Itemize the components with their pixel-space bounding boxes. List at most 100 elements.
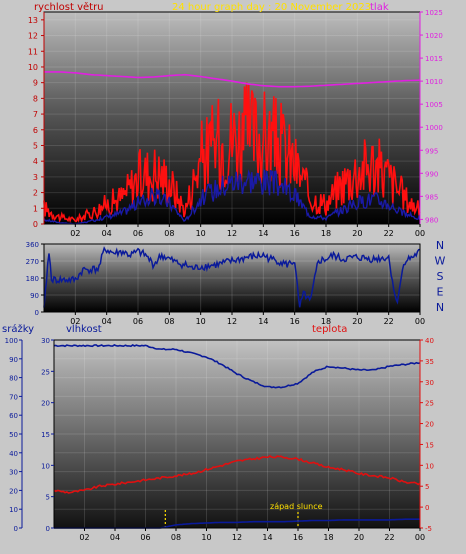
x-tick-label: 00 (415, 229, 425, 238)
y-tick-label: 1020 (425, 32, 443, 40)
y-tick-label: 60 (9, 412, 18, 420)
y-tick-label: 0 (33, 220, 38, 229)
direction-panel-axes: 0 90 180 270 360 02 04 06 08 10 12 14 16 18 20 22 00 (26, 241, 425, 326)
y-tick-label: 50 (9, 431, 18, 439)
wind-average-series (43, 169, 421, 225)
y-tick-label: 1015 (425, 55, 443, 63)
y-tick-label: 995 (425, 147, 438, 155)
x-tick-label: 04 (102, 229, 112, 238)
y-tick-label: 11 (28, 47, 38, 56)
x-tick-label: 08 (171, 533, 181, 542)
sunset-label: západ slunce (270, 502, 323, 511)
x-tick-label: 08 (164, 317, 174, 326)
y-tick-label: 5 (33, 141, 38, 150)
x-tick-label: 20 (352, 229, 362, 238)
y-tick-label: 985 (425, 193, 438, 201)
compass-letter: N (436, 301, 444, 314)
x-tick-label: 16 (293, 533, 303, 542)
x-tick-label: 18 (321, 317, 331, 326)
y-tick-label: 10 (28, 63, 38, 72)
y-tick-label: 40 (9, 450, 18, 458)
y-tick-label: 20 (425, 421, 434, 429)
y-tick-label: 10 (425, 462, 434, 470)
graph-title: 24 hour graph day : 20 November 2023 (172, 2, 371, 13)
y-tick-label: 15 (425, 441, 434, 449)
humidity-panel-axes: 0102030405060708090100051015202530-50510… (5, 337, 434, 542)
x-tick-label: 12 (227, 317, 237, 326)
y-tick-label: -5 (425, 525, 432, 533)
y-tick-label: 70 (9, 393, 18, 401)
y-tick-label: 1010 (425, 78, 443, 86)
y-tick-label: 13 (28, 16, 38, 25)
y-tick-label: 35 (425, 358, 434, 366)
y-tick-label: 15 (41, 431, 50, 439)
x-tick-label: 02 (79, 533, 89, 542)
y-tick-label: 0 (14, 525, 18, 533)
x-tick-label: 18 (321, 229, 331, 238)
y-tick-label: 2 (33, 189, 38, 198)
x-tick-label: 20 (354, 533, 364, 542)
wind-speed-label: rychlost větru (34, 1, 104, 13)
x-tick-label: 16 (290, 229, 300, 238)
y-tick-label: 20 (41, 400, 50, 408)
y-tick-label: 30 (425, 379, 434, 387)
y-tick-label: 30 (9, 469, 18, 477)
x-tick-label: 14 (258, 317, 268, 326)
y-tick-label: 1000 (425, 124, 443, 132)
wind-speed-series (43, 82, 421, 224)
y-tick-label: 1025 (425, 9, 443, 17)
wind-direction-series (43, 246, 421, 308)
wind-panel-series (43, 71, 421, 225)
y-tick-label: 80 (9, 375, 18, 383)
x-tick-label: 04 (110, 533, 120, 542)
x-tick-label: 18 (323, 533, 333, 542)
y-tick-label: 980 (425, 216, 438, 224)
x-tick-label: 14 (262, 533, 272, 542)
x-tick-label: 22 (384, 317, 394, 326)
y-tick-label: 40 (425, 337, 434, 345)
y-tick-label: 3 (33, 173, 38, 182)
x-tick-label: 12 (232, 533, 242, 542)
x-tick-label: 10 (196, 317, 206, 326)
rain-label: srážky (2, 323, 34, 335)
y-tick-label: 6 (33, 126, 38, 135)
y-tick-label: 5 (46, 494, 50, 502)
compass-letter: N (436, 239, 444, 252)
direction-panel-bg (44, 244, 420, 312)
y-tick-label: 90 (30, 292, 39, 300)
y-tick-label: 0 (425, 504, 429, 512)
y-tick-label: 990 (425, 170, 438, 178)
y-tick-label: 1 (33, 204, 38, 213)
x-tick-label: 06 (140, 533, 150, 542)
humidity-panel-bg (54, 340, 420, 528)
y-tick-label: 12 (28, 32, 38, 41)
y-tick-label: 8 (33, 94, 38, 103)
x-tick-label: 06 (133, 317, 143, 326)
y-tick-label: 20 (9, 487, 18, 495)
x-tick-label: 00 (415, 533, 425, 542)
humidity-label: vlhkost (66, 324, 102, 335)
y-tick-label: 0 (35, 309, 39, 317)
x-tick-label: 16 (290, 317, 300, 326)
y-tick-label: 270 (26, 258, 39, 266)
x-tick-label: 02 (70, 317, 80, 326)
x-tick-label: 14 (258, 229, 268, 238)
y-tick-label: 4 (33, 157, 38, 166)
wind-panel-axes: 0123456789101112139809859909951000100510… (28, 9, 443, 238)
direction-panel-series (43, 246, 421, 308)
pressure-series (44, 71, 421, 88)
x-tick-label: 12 (227, 229, 237, 238)
x-tick-label: 20 (352, 317, 362, 326)
x-tick-label: 08 (164, 229, 174, 238)
y-tick-label: 25 (41, 368, 50, 376)
y-tick-label: 180 (26, 275, 39, 283)
y-tick-label: 25 (425, 400, 434, 408)
pressure-label: tlak (370, 2, 389, 13)
y-tick-label: 360 (26, 241, 39, 249)
x-tick-label: 10 (201, 533, 211, 542)
x-tick-label: 04 (102, 317, 112, 326)
y-tick-label: 10 (9, 506, 18, 514)
y-tick-label: 5 (425, 483, 429, 491)
